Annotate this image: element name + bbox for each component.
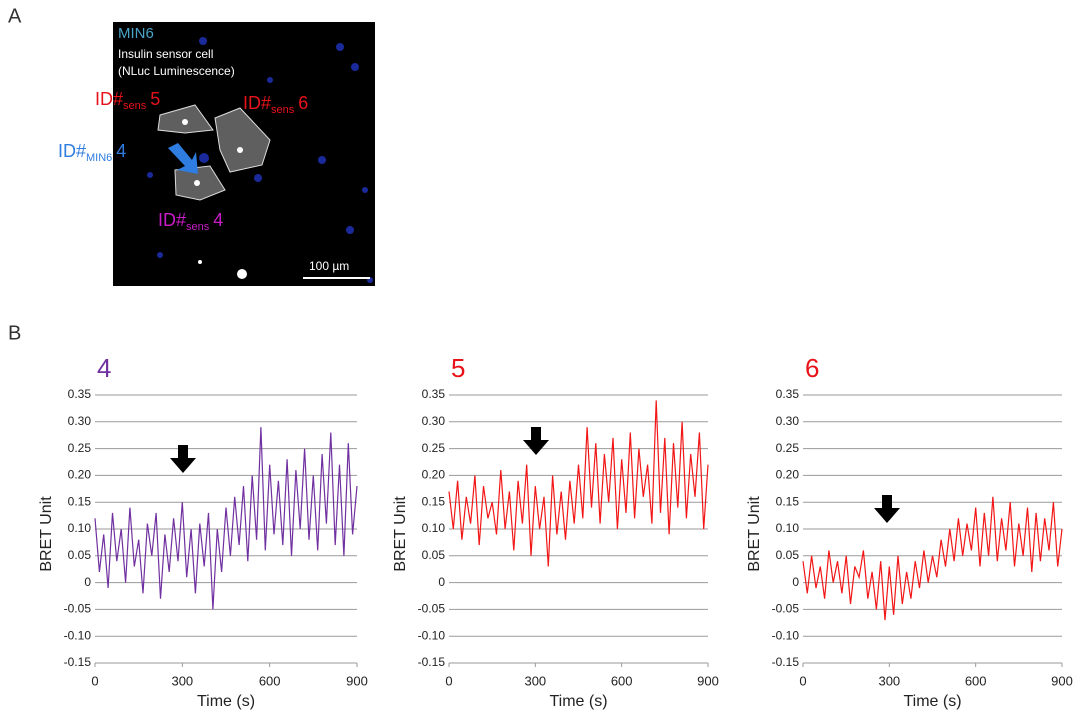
y-tick-label: 0.05	[776, 548, 800, 562]
image-label: Insulin sensor cell	[118, 47, 213, 61]
y-tick-label: 0.05	[68, 548, 92, 562]
y-axis-label: BRET Unit	[392, 496, 409, 572]
x-tick-label: 600	[965, 673, 987, 688]
cell-labels: ID#sens 5 ID#sens 6ID#MIN6 4ID#sens 4	[58, 89, 308, 233]
y-tick-label: -0.10	[772, 628, 800, 642]
panel-label: A	[8, 5, 22, 27]
y-tick-label: 0.10	[422, 521, 446, 535]
label-num: 4	[213, 210, 223, 230]
y-tick-label: 0.15	[68, 494, 92, 508]
data-line	[94, 427, 358, 610]
scale-label: 100 µm	[309, 259, 349, 273]
y-tick-label: -0.05	[64, 602, 92, 616]
y-tick-label: -0.15	[418, 655, 446, 669]
label-sub: MIN6	[86, 152, 112, 164]
cell-label: ID#sens 5	[95, 89, 160, 112]
image-label: (NLuc Luminescence)	[118, 64, 235, 78]
label-num: 5	[150, 89, 160, 109]
y-tick-label: 0	[84, 575, 91, 589]
x-tick-label: 300	[524, 673, 546, 688]
x-axis-label: Time (s)	[549, 693, 607, 710]
y-tick-label: -0.05	[772, 602, 800, 616]
y-tick-label: -0.10	[64, 628, 92, 642]
y-tick-label: 0.35	[422, 387, 446, 401]
y-axis-label: BRET Unit	[38, 496, 55, 572]
x-tick-label: 600	[259, 673, 281, 688]
panel-label: B	[8, 322, 21, 344]
y-tick-label: 0.30	[422, 414, 446, 428]
x-tick-label: 0	[445, 673, 452, 688]
chart-title: 4	[97, 353, 111, 383]
y-tick-label: -0.10	[418, 628, 446, 642]
y-tick-label: 0.30	[776, 414, 800, 428]
stimulus-arrow	[523, 427, 549, 455]
image-label: MIN6	[118, 25, 154, 42]
y-tick-label: 0.10	[68, 521, 92, 535]
stimulus-arrow	[170, 445, 196, 473]
label-main: ID#	[95, 89, 123, 109]
y-tick-label: 0	[438, 575, 445, 589]
x-tick-label: 0	[799, 673, 806, 688]
y-tick-label: 0.05	[422, 548, 446, 562]
x-axis-label: Time (s)	[903, 693, 961, 710]
y-tick-label: 0.10	[776, 521, 800, 535]
y-tick-label: -0.05	[418, 602, 446, 616]
data-line	[448, 400, 709, 567]
y-tick-label: 0.25	[68, 441, 92, 455]
label-main: ID#	[158, 210, 186, 230]
y-axis-label: BRET Unit	[746, 496, 763, 572]
data-line	[802, 496, 1063, 621]
label-main: ID#	[58, 141, 86, 161]
y-tick-label: 0.20	[68, 468, 92, 482]
chart-title: 5	[451, 353, 465, 383]
x-tick-label: 600	[611, 673, 633, 688]
micrograph: MIN6 Insulin sensor cell (NLuc Luminesce…	[113, 22, 375, 286]
label-num: 6	[298, 93, 308, 113]
cell-label: ID#sens 4	[158, 210, 223, 233]
y-tick-label: 0.25	[776, 441, 800, 455]
cell-label: ID#sens 6	[243, 93, 308, 116]
y-tick-label: 0.20	[422, 468, 446, 482]
label-sub: sens	[123, 100, 147, 112]
y-tick-label: 0.35	[68, 387, 92, 401]
y-tick-label: 0.25	[422, 441, 446, 455]
x-tick-label: 900	[346, 673, 368, 688]
x-tick-label: 900	[697, 673, 719, 688]
y-tick-label: -0.15	[64, 655, 92, 669]
y-tick-label: 0.20	[776, 468, 800, 482]
y-tick-label: 0.35	[776, 387, 800, 401]
y-tick-label: 0	[792, 575, 799, 589]
y-tick-label: 0.30	[68, 414, 92, 428]
y-tick-label: 0.15	[422, 494, 446, 508]
label-sub: sens	[186, 221, 210, 233]
x-tick-label: 300	[171, 673, 193, 688]
label-num: 4	[116, 141, 126, 161]
x-tick-label: 900	[1051, 673, 1073, 688]
y-tick-label: -0.15	[772, 655, 800, 669]
x-axis-label: Time (s)	[197, 693, 255, 710]
label-main: ID#	[243, 93, 271, 113]
label-sub: sens	[271, 104, 295, 116]
chart-title: 6	[805, 353, 819, 383]
x-tick-label: 0	[91, 673, 98, 688]
x-tick-label: 300	[878, 673, 900, 688]
cell-label: ID#MIN6 4	[58, 141, 126, 164]
stimulus-arrow	[874, 495, 900, 523]
y-tick-label: 0.15	[776, 494, 800, 508]
